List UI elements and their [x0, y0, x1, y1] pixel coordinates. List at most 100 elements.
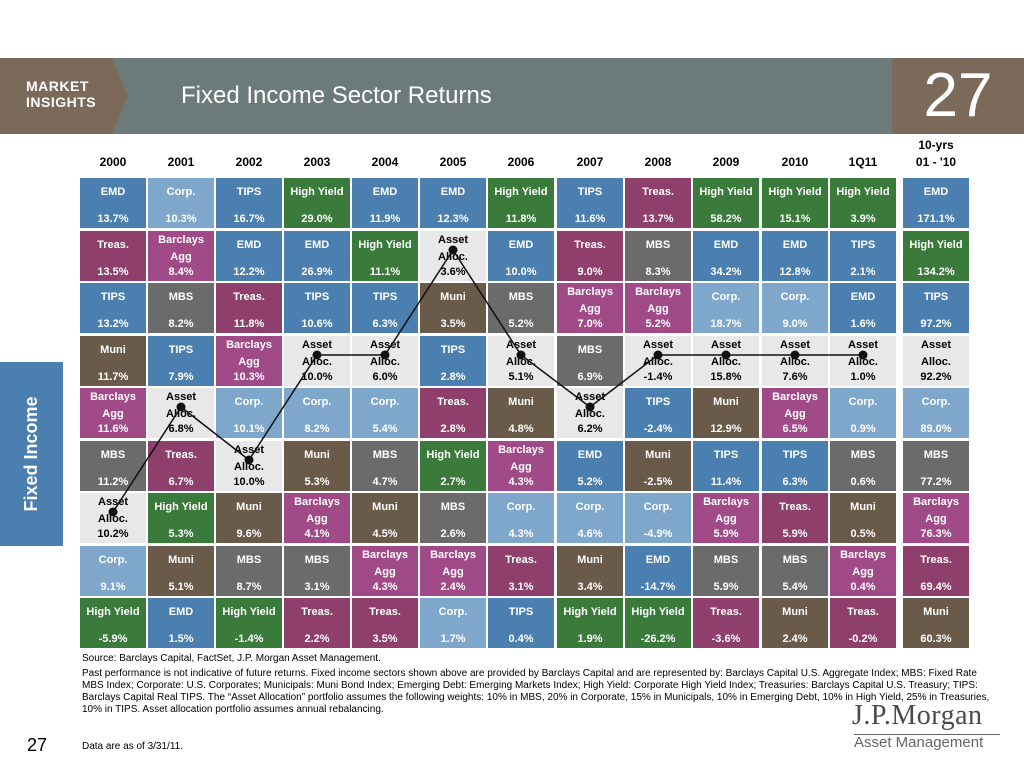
- sector-name: MBS: [850, 449, 876, 461]
- sector-return: 5.2%: [645, 318, 671, 330]
- table-cell: MBS 5.2%: [488, 283, 554, 333]
- table-cell: Asset Alloc. 7.6%: [762, 336, 828, 386]
- table-cell: Muni 5.1%: [148, 546, 214, 596]
- sector-name: Corp.: [438, 606, 468, 618]
- sector-return: 5.9%: [713, 528, 739, 540]
- sector-name: High Yield: [768, 186, 822, 198]
- market-insights-badge: MARKET INSIGHTS: [0, 58, 128, 134]
- sector-return: 134.2%: [917, 266, 955, 278]
- sector-name: TIPS: [168, 344, 194, 356]
- sector-return: -2.5%: [643, 476, 673, 488]
- table-cell: Corp. 0.9%: [830, 388, 896, 438]
- sector-return: 12.2%: [233, 266, 265, 278]
- table-cell: High Yield 134.2%: [903, 231, 969, 281]
- sector-name: Asset Alloc.: [166, 391, 196, 420]
- sector-name: High Yield: [426, 449, 480, 461]
- sector-name: Muni: [508, 396, 534, 408]
- sector-return: 12.3%: [437, 213, 469, 225]
- sector-return: 4.7%: [372, 476, 398, 488]
- sector-name: Treas.: [505, 554, 537, 566]
- sector-name: Asset Alloc.: [302, 339, 332, 368]
- sector-return: 0.4%: [850, 581, 876, 593]
- sector-name: Treas.: [437, 396, 469, 408]
- sector-return: 3.1%: [508, 581, 534, 593]
- sector-return: 18.7%: [710, 318, 742, 330]
- table-cell: Muni 3.5%: [420, 283, 486, 333]
- sector-name: Corp.: [848, 396, 878, 408]
- table-cell: Muni 4.8%: [488, 388, 554, 438]
- sector-name: Corp.: [921, 396, 951, 408]
- table-cell: Barclays Agg 4.3%: [352, 546, 418, 596]
- table-cell: MBS 5.9%: [693, 546, 759, 596]
- sector-return: 10.3%: [233, 371, 265, 383]
- table-cell: Muni 11.7%: [80, 336, 146, 386]
- sector-name: Asset Alloc.: [921, 339, 951, 368]
- sector-name: MBS: [168, 291, 194, 303]
- table-cell: EMD 1.6%: [830, 283, 896, 333]
- sector-return: 5.4%: [372, 423, 398, 435]
- sector-return: 3.6%: [440, 266, 466, 278]
- table-cell: Corp. 18.7%: [693, 283, 759, 333]
- table-cell: Muni -2.5%: [625, 441, 691, 491]
- logo-subtitle: Asset Management: [854, 734, 984, 751]
- sector-return: 10.0%: [505, 266, 537, 278]
- sector-name: TIPS: [577, 186, 603, 198]
- sector-return: 6.5%: [782, 423, 808, 435]
- sector-return: 7.0%: [577, 318, 603, 330]
- sector-name: High Yield: [836, 186, 890, 198]
- sector-name: TIPS: [782, 449, 808, 461]
- sector-name: Muni: [850, 501, 876, 513]
- sector-name: Corp.: [711, 291, 741, 303]
- table-cell: Treas. 5.9%: [762, 493, 828, 543]
- sector-name: High Yield: [631, 606, 685, 618]
- table-cell: TIPS 13.2%: [80, 283, 146, 333]
- table-cell: Muni 60.3%: [903, 598, 969, 648]
- sector-name: Barclays Agg: [498, 444, 544, 473]
- sector-name: EMD: [236, 239, 262, 251]
- sector-name: MBS: [304, 554, 330, 566]
- sector-name: EMD: [304, 239, 330, 251]
- table-cell: Treas. 9.0%: [557, 231, 623, 281]
- sector-name: Treas.: [847, 606, 879, 618]
- table-cell: TIPS 16.7%: [216, 178, 282, 228]
- sector-return: -1.4%: [234, 633, 264, 645]
- table-cell: Asset Alloc. -1.4%: [625, 336, 691, 386]
- table-cell: EMD 12.3%: [420, 178, 486, 228]
- sector-return: 13.2%: [97, 318, 129, 330]
- section-label: Fixed Income: [21, 396, 41, 512]
- sector-return: 13.5%: [97, 266, 129, 278]
- sector-name: Muni: [100, 344, 126, 356]
- sector-return: -0.2%: [848, 633, 878, 645]
- sector-return: 5.3%: [304, 476, 330, 488]
- sector-name: TIPS: [304, 291, 330, 303]
- page-title: Fixed Income Sector Returns: [181, 82, 492, 109]
- sector-return: 5.3%: [168, 528, 194, 540]
- sector-name: Asset Alloc.: [643, 339, 673, 368]
- sector-name: Treas.: [97, 239, 129, 251]
- sector-name: High Yield: [222, 606, 276, 618]
- table-cell: High Yield 1.9%: [557, 598, 623, 648]
- table-cell: Treas. 2.8%: [420, 388, 486, 438]
- sector-return: 5.2%: [577, 476, 603, 488]
- sector-name: Barclays Agg: [840, 549, 886, 578]
- sector-name: Treas.: [369, 606, 401, 618]
- sector-name: TIPS: [923, 291, 949, 303]
- table-cell: Corp. 5.4%: [352, 388, 418, 438]
- sector-return: 16.7%: [233, 213, 265, 225]
- table-cell: Corp. 10.1%: [216, 388, 282, 438]
- table-cell: Treas. 69.4%: [903, 546, 969, 596]
- sector-return: -2.4%: [643, 423, 673, 435]
- table-cell: TIPS 2.8%: [420, 336, 486, 386]
- table-cell: Corp. 10.3%: [148, 178, 214, 228]
- sector-name: EMD: [850, 291, 876, 303]
- sector-name: Corp.: [780, 291, 810, 303]
- table-cell: MBS 77.2%: [903, 441, 969, 491]
- sector-return: 11.9%: [369, 213, 401, 225]
- sector-return: 5.9%: [782, 528, 808, 540]
- sector-return: 1.5%: [168, 633, 194, 645]
- table-cell: Asset Alloc. 10.0%: [216, 441, 282, 491]
- table-cell: EMD 12.2%: [216, 231, 282, 281]
- table-cell: TIPS 6.3%: [352, 283, 418, 333]
- sector-return: 0.4%: [508, 633, 534, 645]
- sector-name: MBS: [508, 291, 534, 303]
